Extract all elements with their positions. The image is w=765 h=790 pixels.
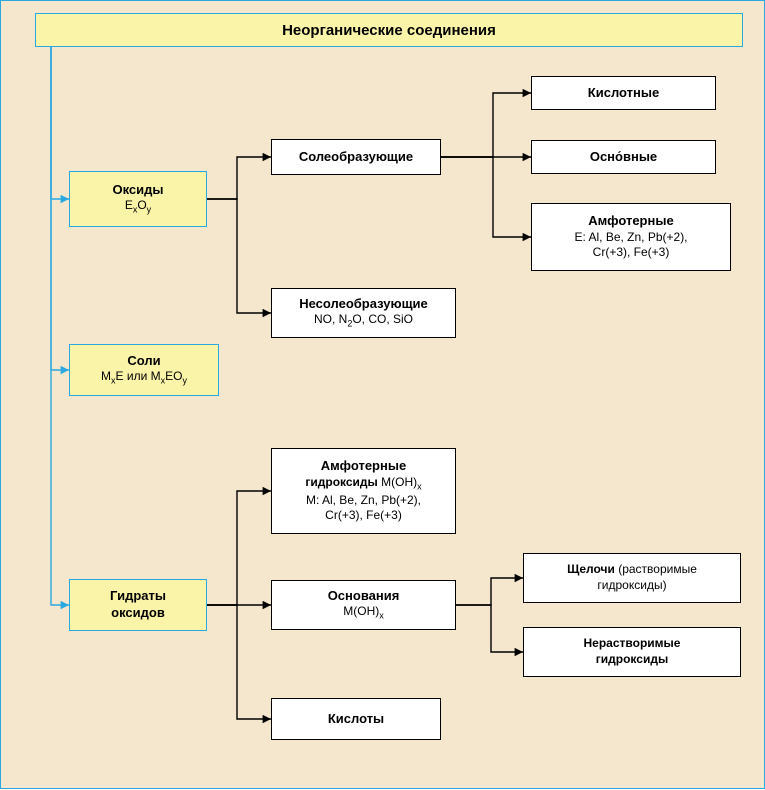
node-alkali: Щелочи (растворимыегидроксиды) (523, 553, 741, 603)
edge (51, 47, 69, 370)
node-acidic: Кислотные (531, 76, 716, 110)
edge (441, 93, 531, 157)
node-saltforming: Солеобразующие (271, 139, 441, 175)
edge (456, 578, 523, 605)
edge (207, 199, 271, 313)
edge (207, 491, 271, 605)
node-insol: Нерастворимыегидроксиды (523, 627, 741, 677)
edge (441, 157, 531, 237)
node-hydrates: Гидратыоксидов (69, 579, 207, 631)
node-amphoteric: АмфотерныеE: Al, Be, Zn, Pb(+2),Cr(+3), … (531, 203, 731, 271)
title-text: Неорганические соединения (282, 22, 496, 39)
node-basic: Осно́вные (531, 140, 716, 174)
edge (207, 157, 271, 199)
edge (51, 47, 69, 605)
node-bases_main: ОснованияM(OH)x (271, 580, 456, 630)
edge (456, 605, 523, 652)
node-salts: СолиMxE или MxEOy (69, 344, 219, 396)
diagram-canvas: Неорганические соединения ОксидыExOy Соли… (0, 0, 765, 789)
node-amph_hydrox: Амфотерныегидроксиды M(OH)xM: Al, Be, Zn… (271, 448, 456, 534)
edge (51, 47, 69, 199)
node-nonsaltforming: НесолеобразующиеNO, N2O, CO, SiO (271, 288, 456, 338)
node-acids: Кислоты (271, 698, 441, 740)
edge (207, 605, 271, 719)
diagram-title: Неорганические соединения (35, 13, 743, 47)
node-oxides: ОксидыExOy (69, 171, 207, 227)
